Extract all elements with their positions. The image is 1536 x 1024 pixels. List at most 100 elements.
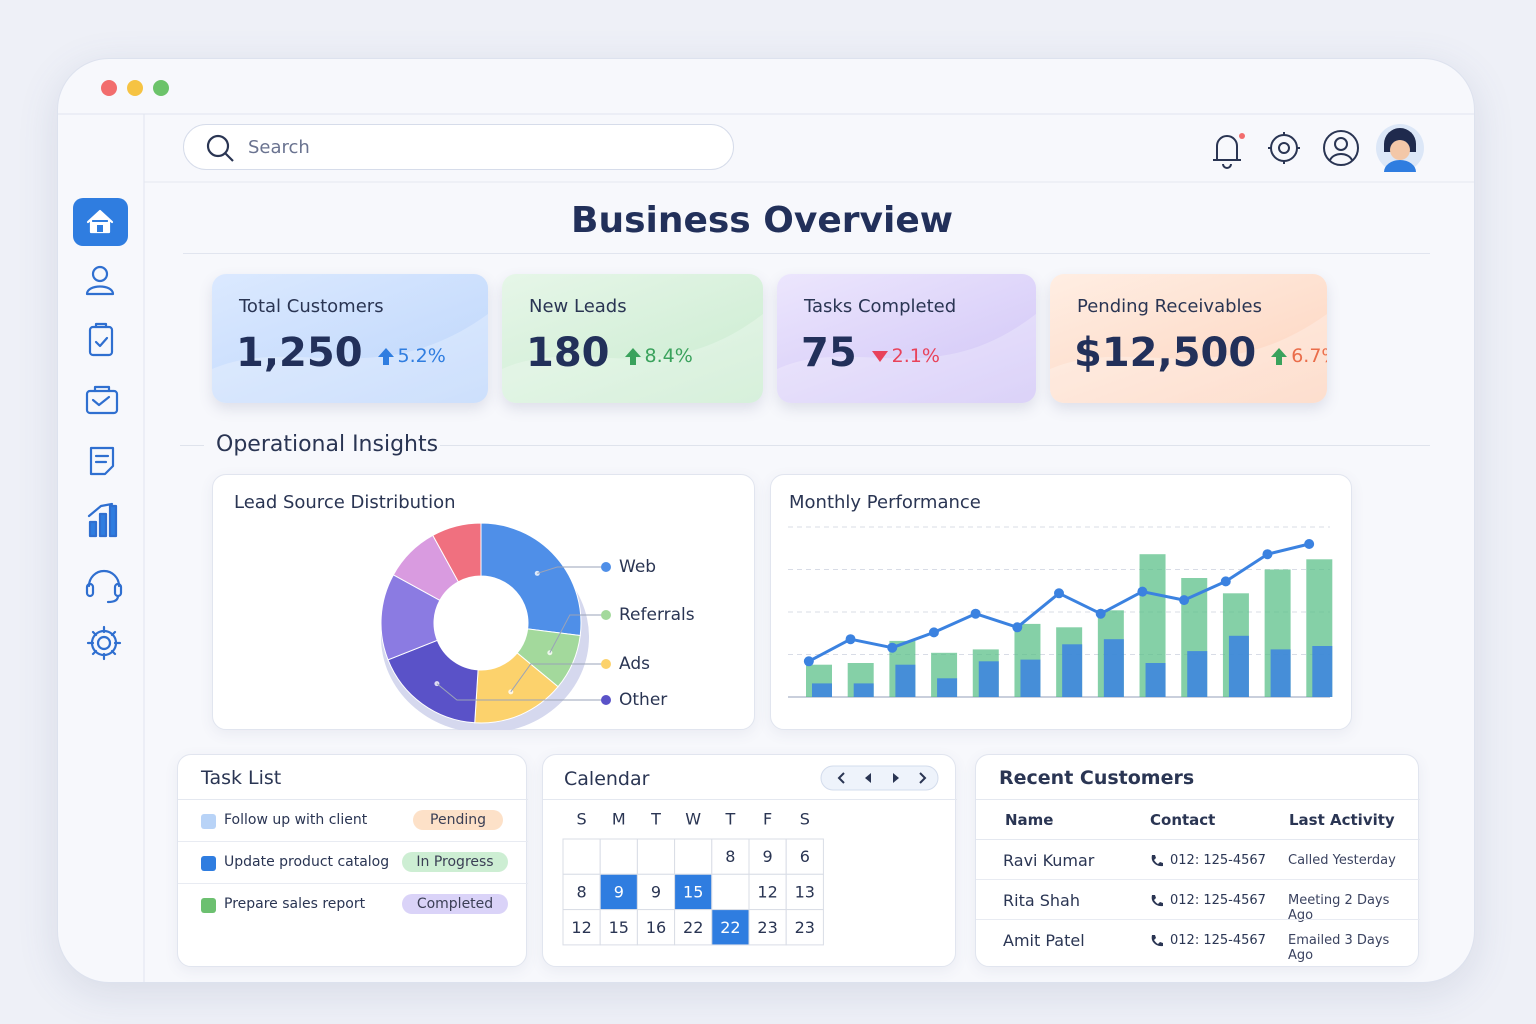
bar [1270, 649, 1291, 697]
window-chrome [58, 80, 1474, 982]
day-cell [636, 838, 676, 875]
calendar-grid: S M T W T F S 8 9 6 8 9 9 15 12 13 12 15 16 22 22 23 23 [562, 810, 824, 946]
wave [1050, 314, 1327, 403]
task-text: Update product catalog [224, 854, 390, 870]
day-cell [599, 838, 638, 875]
legend-label: Other [619, 690, 667, 710]
task-text: Prepare sales report [224, 896, 366, 912]
leader-dot [534, 570, 540, 576]
line-point [803, 656, 814, 667]
kpi-value: 75 [801, 330, 857, 376]
bar [1020, 659, 1041, 697]
phone-icon [1151, 895, 1163, 907]
arrow [871, 351, 888, 362]
phone-icon [1151, 935, 1163, 947]
prev[interactable] [865, 773, 871, 783]
customer-contact: 012: 125-4567 [1170, 853, 1266, 868]
legend-label: Referrals [619, 605, 695, 625]
column-header: Contact [1150, 811, 1216, 829]
last-activity: Emailed 3 Days Ago [1288, 933, 1390, 963]
customer-name: Amit Patel [1003, 931, 1085, 950]
maximize-button[interactable] [153, 80, 169, 96]
wave [777, 314, 1036, 403]
section-rule [440, 445, 1430, 446]
trend-arrow [871, 351, 888, 362]
card-wave [1050, 314, 1327, 403]
divider [543, 799, 957, 800]
kpi-card: New Leads 180 8.4% [502, 274, 763, 403]
day: 15 [683, 882, 703, 901]
bar [895, 664, 916, 697]
nav-customers[interactable] [85, 265, 115, 296]
nav-reports[interactable] [87, 502, 118, 538]
day-cell [748, 909, 787, 946]
divider [976, 839, 1420, 840]
task-checkbox[interactable] [201, 814, 216, 829]
kpi-value: $12,500 [1074, 330, 1257, 376]
legend-swatch [601, 610, 611, 620]
notifications[interactable] [1213, 133, 1245, 169]
nav-tasks[interactable] [88, 322, 114, 357]
calendar-nav [820, 765, 939, 791]
search-bar[interactable]: Search [183, 124, 734, 170]
card-title: Task List [201, 767, 282, 789]
avatar[interactable] [1376, 124, 1424, 172]
day: 8 [725, 847, 735, 866]
nav-support[interactable] [85, 569, 123, 604]
day: 12 [757, 882, 777, 901]
customer-name: Rita Shah [1003, 891, 1080, 910]
recent-customers-card: Recent Customers Name Contact Last Activit… [975, 754, 1420, 967]
sidebar [73, 198, 128, 661]
bar [1145, 663, 1166, 697]
section-title: Operational Insights [216, 432, 439, 457]
task-checkbox[interactable] [201, 856, 216, 871]
phone [1151, 935, 1163, 947]
nav-settings[interactable] [86, 625, 122, 661]
card-wave [212, 314, 488, 403]
weekday: T [725, 810, 736, 829]
settings[interactable] [1268, 132, 1300, 164]
next[interactable] [893, 773, 899, 783]
bar [1312, 646, 1333, 697]
day-cell [748, 873, 787, 911]
kpi-value: 180 [526, 330, 610, 376]
legend-label: Ads [619, 654, 650, 674]
kpi-change: 5.2% [397, 345, 446, 367]
nav-documents[interactable] [89, 446, 115, 476]
wave [212, 314, 488, 403]
close-button[interactable] [101, 80, 117, 96]
title-divider [183, 253, 1430, 254]
divider [976, 799, 1420, 800]
arrow [624, 348, 641, 365]
day: 8 [577, 882, 587, 901]
leader-line [537, 566, 606, 574]
trend-arrow [1271, 348, 1288, 365]
kpi-value-row: 75 2.1% [801, 330, 940, 376]
minimize-button[interactable] [127, 80, 143, 96]
leader-line [510, 663, 606, 693]
phone [1151, 855, 1163, 867]
day-cell [636, 873, 676, 911]
line-point [887, 642, 898, 653]
day: 23 [757, 918, 777, 937]
leader-line [549, 614, 606, 654]
nav-home[interactable] [73, 198, 128, 246]
kpi-value-row: 1,250 5.2% [236, 330, 446, 376]
bar [1062, 644, 1083, 697]
day: 9 [651, 882, 661, 901]
arrow [377, 348, 394, 365]
divider [178, 799, 528, 800]
nav-projects[interactable] [85, 385, 119, 415]
profile[interactable] [1323, 130, 1359, 166]
header-actions [1213, 124, 1424, 172]
task-checkbox[interactable] [201, 898, 216, 913]
legend-swatch [601, 659, 611, 669]
prev-month[interactable] [837, 772, 845, 784]
column-header: Last Activity [1289, 811, 1395, 829]
page-title: Business Overview [571, 200, 953, 241]
search-icon [206, 134, 234, 162]
next-month[interactable] [919, 772, 927, 784]
kpi-value-row: 180 8.4% [526, 330, 693, 376]
weekday: W [685, 810, 701, 829]
